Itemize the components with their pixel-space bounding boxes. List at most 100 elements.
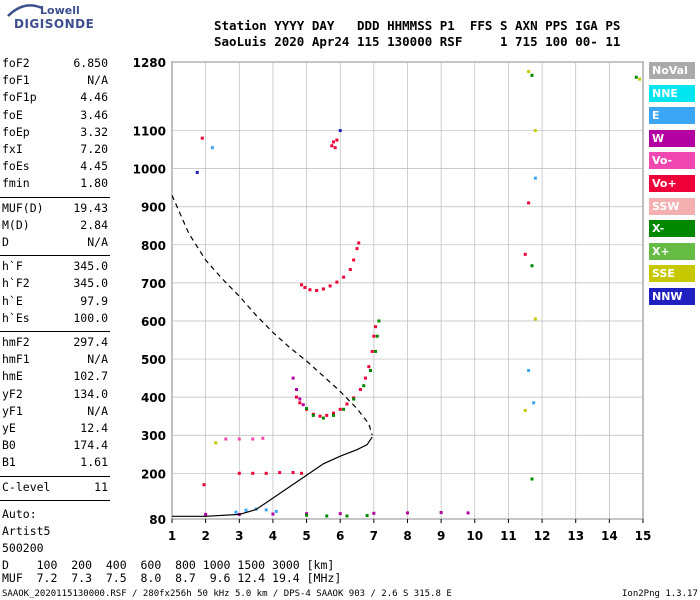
param-row: M(D) 2.84 (0, 218, 108, 235)
footer-version: Ion2Png 1.3.17 (622, 589, 698, 599)
y-tick-label: 1100 (133, 125, 166, 139)
param-value: 174.4 (73, 438, 108, 453)
trace-point (530, 477, 534, 481)
param-separator (0, 331, 110, 332)
param-value: 4.45 (80, 159, 108, 174)
y-tick-label: 1280 (133, 56, 166, 70)
legend-item: X- (649, 220, 695, 238)
x-tick-label: 14 (601, 529, 618, 543)
y-tick-label: 700 (141, 277, 166, 291)
logo-swoosh-icon (7, 4, 43, 17)
param-name: hmF2 (2, 335, 30, 349)
trace-point (638, 77, 642, 81)
trace-point (234, 510, 238, 514)
x-tick-label: 10 (466, 529, 483, 543)
param-row: hmF1 N/A (0, 352, 108, 369)
parameter-panel: foF2 6.850 foF1 N/A foF1p 4.46 foE 3.46 foEp 3.32… (0, 56, 110, 555)
param-name: foF2 (2, 56, 30, 70)
y-tick-label: 400 (141, 391, 166, 405)
param-value: N/A (87, 235, 108, 249)
ionogram-chart: 1 2 3 4 5 6 7 8 9 10 11 12 13 14 158020030040050060070… (133, 56, 652, 543)
trace-point (634, 75, 638, 79)
trace-point (274, 509, 278, 513)
param-value: 3.32 (80, 124, 108, 139)
trace-point (532, 401, 536, 405)
trace-point (291, 471, 295, 475)
param-row: hmE 102.7 (0, 369, 108, 386)
param-name: D (2, 235, 9, 249)
param-row: foF2 6.850 (0, 56, 108, 73)
trace-point (204, 512, 208, 516)
y-tick-label: 500 (141, 353, 166, 367)
y-tick-label: 80 (149, 513, 166, 527)
trace-point (321, 287, 325, 291)
trace-point (533, 317, 537, 321)
param-name: h`Es (2, 310, 30, 325)
trace-point (530, 264, 534, 268)
trace-point (406, 511, 409, 515)
param-value: 134.0 (73, 386, 108, 401)
trace-point (298, 401, 302, 405)
param-row: hmF2 297.4 (0, 335, 108, 352)
trace-point (357, 241, 361, 245)
auto-scaling-line: Artist5 (2, 524, 51, 538)
trace-point (345, 402, 349, 406)
logo-top-text: Lowell (40, 4, 80, 17)
trace-point (278, 471, 282, 475)
auto-scaling-line: 500200 (2, 541, 44, 556)
param-value: N/A (87, 352, 108, 367)
legend-item: Vo- (649, 152, 695, 170)
trace-point (377, 319, 381, 323)
trace-point (328, 284, 332, 288)
trace-point (303, 285, 307, 289)
trace-point (335, 280, 339, 284)
param-value: 1.61 (80, 455, 108, 470)
param-value: 12.4 (80, 421, 108, 435)
trace-point (291, 376, 295, 380)
trace-point (345, 514, 349, 518)
legend-item: E (649, 107, 695, 125)
y-tick-label: 800 (141, 239, 166, 253)
trace-point (331, 140, 335, 144)
param-value: 19.43 (73, 200, 108, 215)
param-value: 3.46 (80, 107, 108, 122)
trace-point (333, 146, 337, 150)
param-name: h`E (2, 293, 23, 308)
param-row: C-level 11 (0, 480, 108, 497)
trace-point (533, 176, 537, 180)
trace-point (367, 365, 371, 369)
param-value: 1.80 (80, 176, 108, 191)
param-name: B0 (2, 438, 16, 453)
trace-point (224, 437, 228, 441)
param-name: M(D) (2, 217, 30, 232)
trace-point (305, 407, 309, 411)
trace-point (527, 201, 531, 205)
trace-point (214, 441, 218, 445)
param-row: h`F2 345.0 (0, 276, 108, 293)
x-tick-label: 7 (370, 529, 378, 543)
param-name: yF1 (2, 403, 23, 418)
trace-point (439, 511, 443, 515)
trace-point (294, 388, 298, 392)
trace-point (325, 413, 329, 417)
trace-point (348, 268, 352, 272)
trace-point (375, 334, 379, 338)
param-row: foEs 4.45 (0, 159, 108, 176)
legend-item: NoVal (649, 62, 695, 79)
param-row: foF1p 4.46 (0, 90, 108, 107)
trace-point (362, 384, 366, 388)
x-tick-label: 6 (336, 529, 344, 543)
trace-point (237, 471, 241, 475)
trace-point (251, 437, 255, 441)
header-row-2: SaoLuis 2020 Apr24 115 130000 RSF 1 715 … (214, 34, 621, 49)
trace-point (251, 471, 255, 475)
trace-point (210, 146, 214, 150)
trace-point (331, 413, 335, 417)
auto-scaling-line: Auto: (2, 506, 37, 521)
trace-point (338, 407, 342, 411)
param-value: 297.4 (73, 335, 108, 349)
param-separator (0, 475, 110, 477)
param-value: 4.46 (80, 90, 108, 105)
trace-point (335, 138, 339, 142)
legend-item: W (649, 129, 695, 147)
